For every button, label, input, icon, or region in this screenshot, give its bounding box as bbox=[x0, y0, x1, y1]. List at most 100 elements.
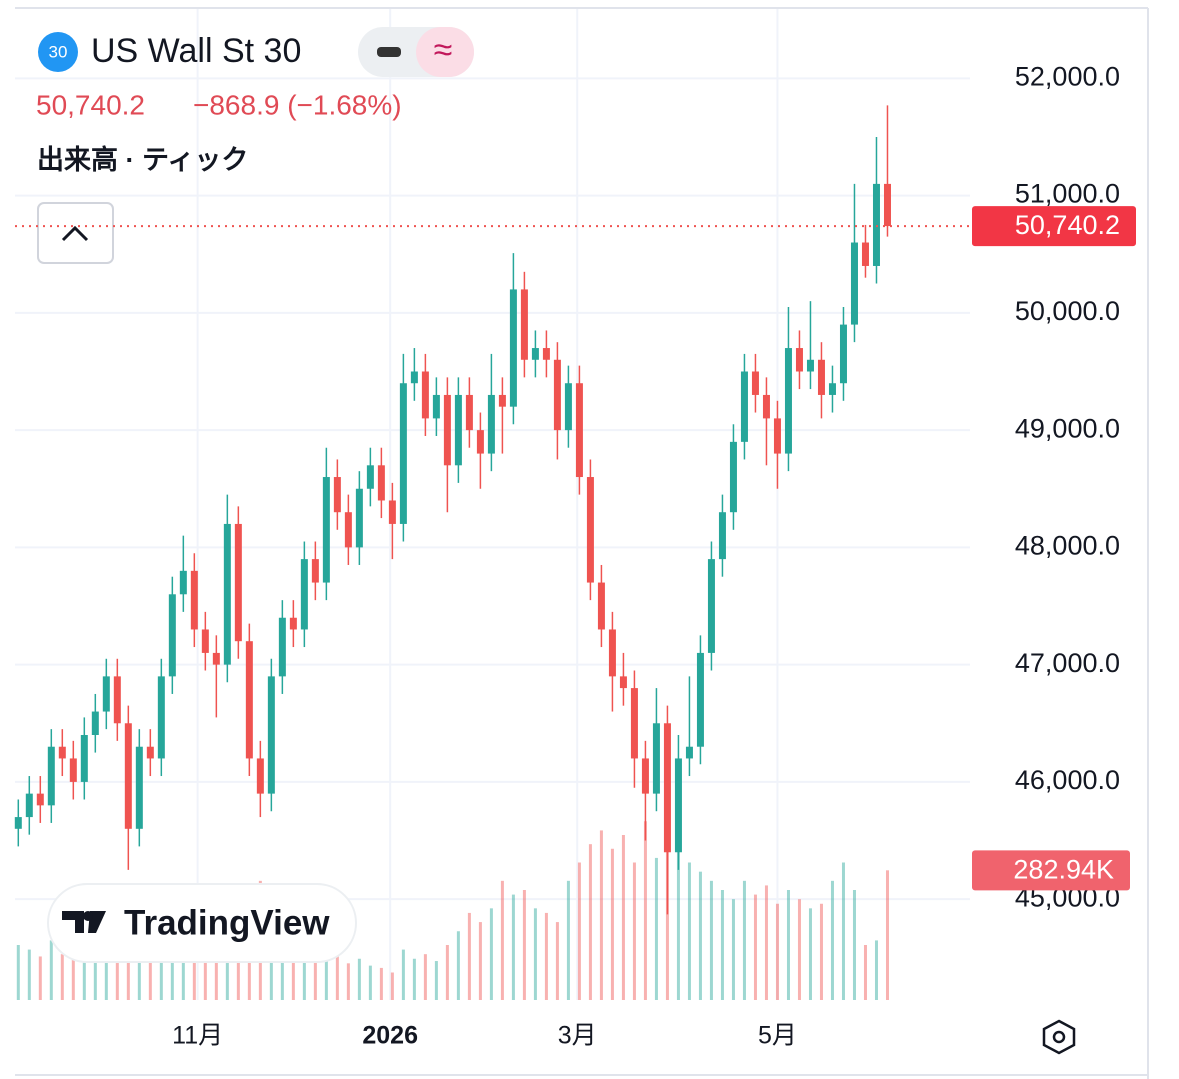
volume-bar bbox=[753, 894, 757, 1000]
volume-label-box bbox=[972, 850, 1130, 891]
volume-bar bbox=[643, 821, 647, 1000]
candle-body bbox=[619, 676, 627, 689]
candle-body bbox=[498, 394, 506, 407]
x-tick-label: 3月 bbox=[558, 1022, 597, 1050]
volume-bar bbox=[27, 949, 31, 1000]
candle-body bbox=[542, 348, 550, 360]
volume-bar bbox=[324, 945, 328, 1000]
x-tick-label: 5月 bbox=[758, 1022, 797, 1050]
volume-bar bbox=[533, 908, 537, 1000]
last-price-box bbox=[972, 206, 1136, 247]
volume-bar bbox=[698, 871, 702, 1000]
volume-bar bbox=[863, 945, 867, 1000]
candle-body bbox=[597, 582, 605, 630]
volume-bar bbox=[709, 880, 713, 1000]
logo-mark bbox=[62, 911, 106, 933]
candle-body bbox=[553, 359, 561, 431]
volume-bar bbox=[401, 949, 405, 1000]
volume-bar bbox=[225, 931, 229, 1000]
logo-mark bbox=[83, 911, 93, 921]
candle-body bbox=[850, 242, 858, 325]
candle-body bbox=[531, 348, 539, 360]
candle-body bbox=[322, 477, 330, 583]
volume-bar bbox=[544, 912, 548, 1000]
candle-body bbox=[80, 734, 88, 782]
settings-icon[interactable] bbox=[1042, 1019, 1076, 1055]
candle-body bbox=[212, 652, 220, 665]
price-change: −868.9 (−1.68%) bbox=[193, 89, 402, 120]
volume-bar bbox=[786, 890, 790, 1000]
volume-bar bbox=[830, 880, 834, 1000]
candle-body bbox=[564, 383, 572, 431]
volume-bar bbox=[49, 940, 53, 1000]
logo-text: TradingView bbox=[124, 903, 330, 942]
last-price: 50,740.2 bbox=[36, 89, 145, 120]
candle-body bbox=[47, 746, 55, 806]
volume-bar bbox=[522, 890, 526, 1000]
candle-body bbox=[762, 394, 770, 419]
candle-body bbox=[135, 746, 143, 829]
volume-bar bbox=[434, 961, 438, 1000]
candle-body bbox=[344, 512, 352, 548]
candle-body bbox=[157, 676, 165, 759]
volume-bar bbox=[368, 965, 372, 1000]
volume-bar bbox=[313, 961, 317, 1000]
candle-body bbox=[14, 817, 22, 829]
volume-bar bbox=[16, 945, 20, 1000]
y-tick-label: 52,000.0 bbox=[1015, 61, 1120, 91]
volume-bar bbox=[588, 844, 592, 1000]
volume-bar bbox=[269, 935, 273, 1000]
candle-body bbox=[641, 758, 649, 794]
candle-body bbox=[509, 289, 517, 407]
collapse-button[interactable] bbox=[37, 202, 114, 264]
candle-body bbox=[707, 559, 715, 653]
volume-bar bbox=[445, 945, 449, 1000]
candle-body bbox=[179, 570, 187, 595]
volume-bar bbox=[632, 862, 636, 1000]
candle-body bbox=[366, 465, 374, 489]
candle-body bbox=[201, 629, 209, 653]
symbol-title: US Wall St 30 bbox=[91, 32, 301, 70]
candle-body bbox=[718, 512, 726, 560]
candle-body bbox=[278, 617, 286, 677]
volume-bar bbox=[423, 954, 427, 1000]
volume-bar bbox=[346, 963, 350, 1000]
candle-body bbox=[652, 723, 660, 794]
volume-bar bbox=[115, 942, 119, 1000]
volume-bar bbox=[764, 885, 768, 1000]
candle-body bbox=[773, 418, 781, 454]
volume-bar bbox=[71, 958, 75, 1000]
candle-body bbox=[267, 676, 275, 794]
toggle-active[interactable] bbox=[416, 27, 474, 77]
candle-body bbox=[58, 746, 66, 759]
candle-body bbox=[124, 723, 132, 829]
candle-body bbox=[608, 629, 616, 677]
badge-text: 30 bbox=[49, 42, 68, 61]
candle-body bbox=[487, 394, 495, 454]
candle-body bbox=[421, 371, 429, 419]
volume-bar bbox=[599, 830, 603, 1000]
icon bbox=[61, 225, 89, 242]
volume-bar bbox=[500, 880, 504, 1000]
candle-body bbox=[91, 711, 99, 735]
candle-body bbox=[586, 477, 594, 583]
candle-body bbox=[300, 559, 308, 630]
volume-bar bbox=[566, 880, 570, 1000]
volume-bar bbox=[357, 958, 361, 1000]
x-tick-label: 2026 bbox=[362, 1022, 418, 1050]
volume-bar bbox=[38, 956, 42, 1000]
symbol-badge bbox=[38, 32, 78, 72]
icon bbox=[377, 47, 401, 57]
volume-bar bbox=[819, 903, 823, 1000]
volume-bar bbox=[390, 972, 394, 1000]
candle-body bbox=[113, 676, 121, 724]
volume-bar bbox=[654, 857, 658, 1000]
candle-body bbox=[410, 371, 418, 384]
candle-body bbox=[25, 793, 33, 818]
volume-bar bbox=[621, 835, 625, 1000]
volume-bar bbox=[808, 908, 812, 1000]
candle-body bbox=[696, 652, 704, 747]
candle-body bbox=[311, 559, 319, 583]
candle-body bbox=[674, 758, 682, 853]
y-tick-label: 48,000.0 bbox=[1015, 531, 1120, 561]
